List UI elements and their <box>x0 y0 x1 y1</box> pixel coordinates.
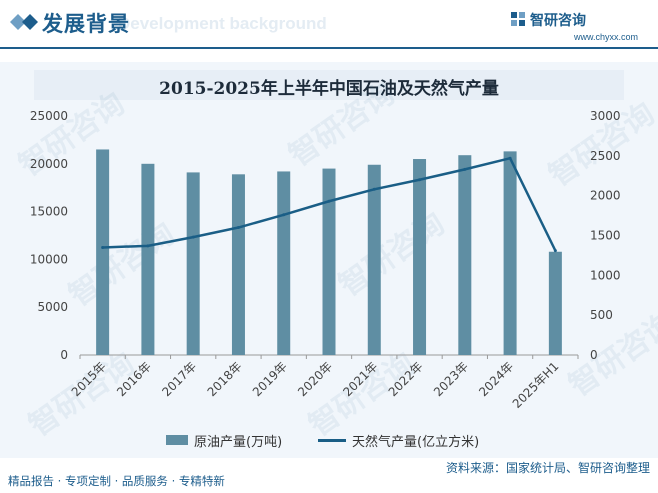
point-natural-gas <box>146 244 150 248</box>
y-left-tick-label: 15000 <box>30 205 68 219</box>
page-header: Development background 发展背景 智研咨询 www.chy… <box>0 0 658 50</box>
y-left-tick-label: 25000 <box>30 109 68 123</box>
legend-label: 原油产量(万吨) <box>194 434 283 450</box>
point-natural-gas <box>236 226 240 230</box>
bar-crude-oil <box>96 149 110 355</box>
bar-crude-oil <box>277 171 291 355</box>
y-right-tick-label: 3000 <box>590 109 621 123</box>
y-left-tick-label: 20000 <box>30 157 68 171</box>
point-natural-gas <box>282 213 286 217</box>
bar-crude-oil <box>231 174 245 355</box>
legend-swatch-bar <box>166 435 188 445</box>
brand-logo: 智研咨询 www.chyxx.com <box>508 10 638 46</box>
x-tick-label: 2025年H1 <box>510 359 562 411</box>
x-tick-label: 2015年 <box>69 359 109 399</box>
bar-crude-oil <box>458 155 472 355</box>
point-natural-gas <box>191 235 195 239</box>
footer-tagline: 精品报告 · 专项定制 · 品质服务 · 专精特新 <box>8 474 225 488</box>
brand-name: 智研咨询 <box>530 13 586 29</box>
chart-title-bar <box>34 70 624 100</box>
diamond-icon <box>10 14 38 30</box>
y-right-tick-label: 0 <box>590 348 598 362</box>
y-left-tick-label: 0 <box>60 348 68 362</box>
x-tick-label: 2022年 <box>386 359 426 399</box>
point-natural-gas <box>101 245 105 249</box>
y-right-tick-label: 500 <box>590 308 613 322</box>
header-title: 发展背景 <box>42 12 130 36</box>
x-tick-label: 2024年 <box>476 359 516 399</box>
source-note: 资料来源：国家统计局、智研咨询整理 <box>445 461 650 475</box>
bar-crude-oil <box>322 168 336 355</box>
logo-icon <box>511 12 525 26</box>
point-natural-gas <box>463 167 467 171</box>
y-right-tick-label: 2500 <box>590 149 621 163</box>
y-right-tick-label: 1500 <box>590 229 621 243</box>
bar-crude-oil <box>548 251 562 355</box>
header-divider <box>0 47 658 49</box>
point-natural-gas <box>418 178 422 182</box>
x-tick-label: 2020年 <box>295 359 335 399</box>
y-right-tick-label: 2000 <box>590 189 621 203</box>
legend-label: 天然气产量(亿立方米) <box>352 434 480 450</box>
point-natural-gas <box>327 199 331 203</box>
bar-crude-oil <box>503 151 517 355</box>
bar-crude-oil <box>186 172 200 355</box>
x-tick-label: 2021年 <box>340 359 380 399</box>
point-natural-gas <box>508 156 512 160</box>
x-tick-label: 2016年 <box>114 359 154 399</box>
x-tick-label: 2018年 <box>205 359 245 399</box>
bar-crude-oil <box>367 164 381 355</box>
y-right-tick-label: 1000 <box>590 268 621 282</box>
header-subtitle: Development background <box>118 14 327 33</box>
point-natural-gas <box>372 187 376 191</box>
y-left-tick-label: 10000 <box>30 252 68 266</box>
y-left-tick-label: 5000 <box>37 300 68 314</box>
legend-swatch-line <box>318 438 346 442</box>
brand-url: www.chyxx.com <box>573 32 638 42</box>
bar-crude-oil <box>141 163 155 355</box>
legend-item-natural-gas: 天然气产量(亿立方米) <box>318 430 479 450</box>
chart-legend: 原油产量(万吨) 天然气产量(亿立方米) <box>0 430 658 450</box>
x-tick-label: 2019年 <box>250 359 290 399</box>
chart-title: 2015-2025年上半年中国石油及天然气产量 <box>159 79 499 99</box>
legend-item-crude-oil: 原油产量(万吨) <box>166 430 282 450</box>
point-natural-gas <box>553 249 557 253</box>
bar-crude-oil <box>413 159 427 355</box>
x-tick-label: 2017年 <box>159 359 199 399</box>
x-tick-label: 2023年 <box>431 359 471 399</box>
